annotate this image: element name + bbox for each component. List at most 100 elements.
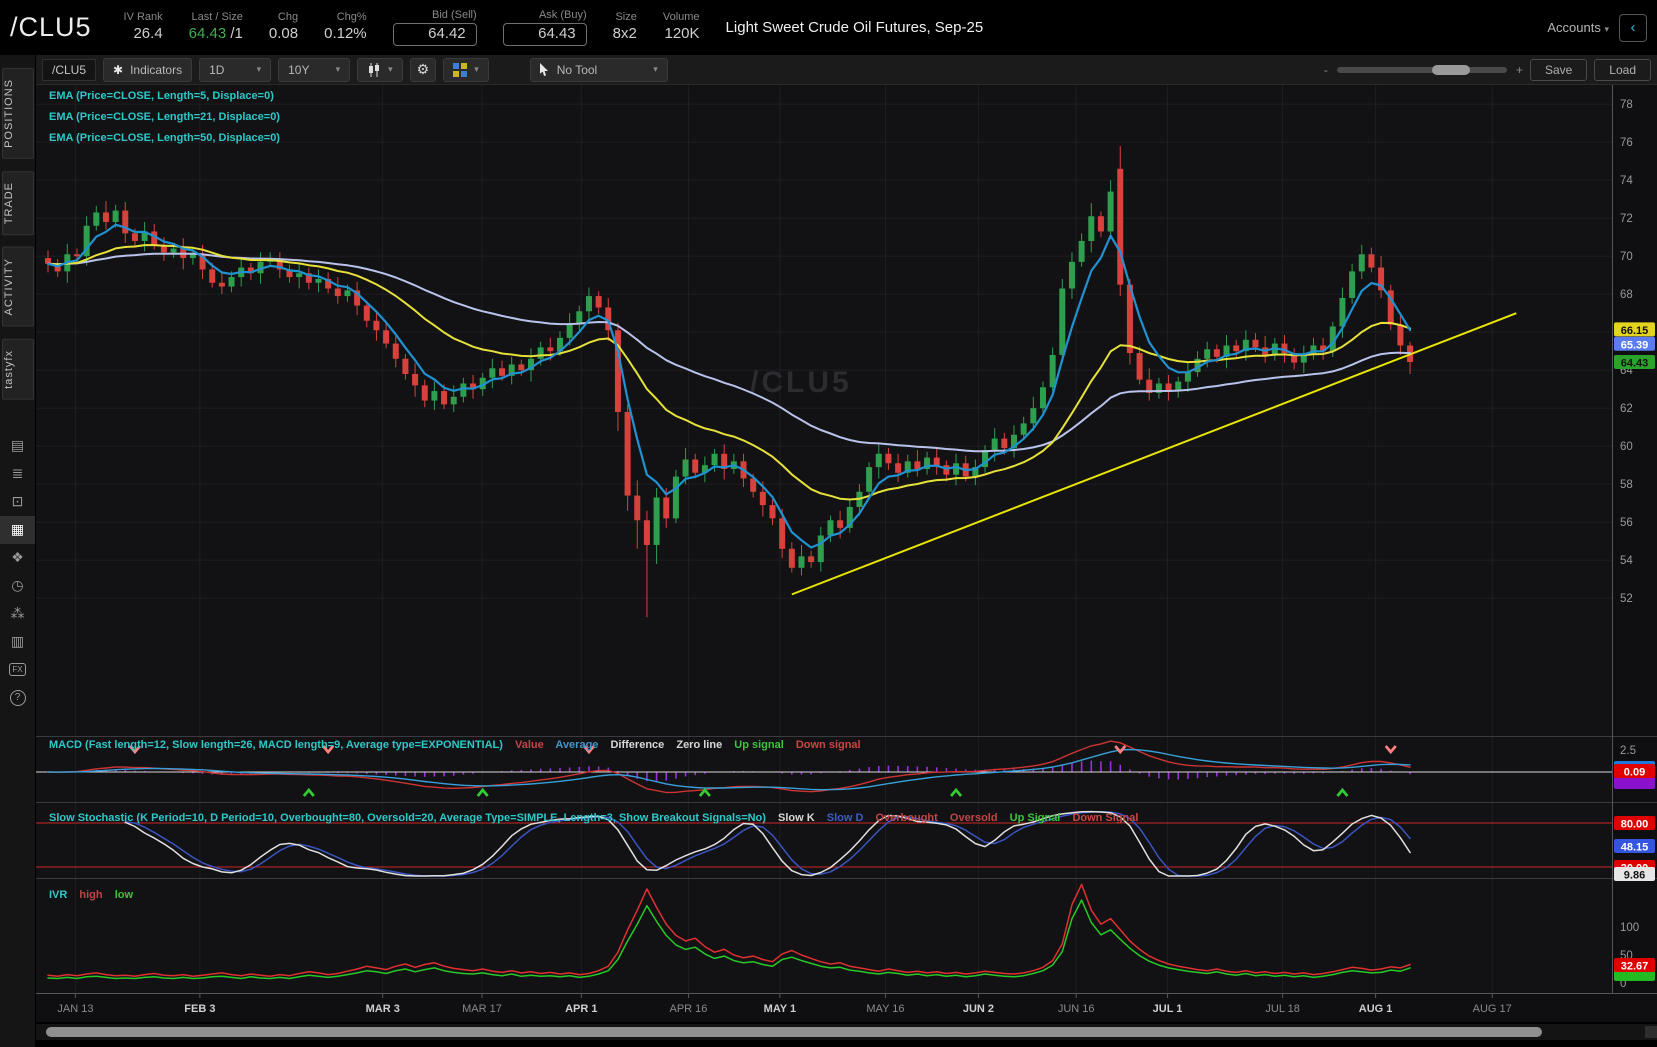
stochastic-panel <box>36 810 1612 877</box>
cursor-icon <box>539 63 549 76</box>
svg-text:JUN 2: JUN 2 <box>963 1003 994 1015</box>
size-label: Size <box>615 11 637 24</box>
size-value: 8x2 <box>612 25 637 42</box>
calendar-icon[interactable]: ▥ <box>10 633 25 649</box>
svg-text:80.00: 80.00 <box>1621 819 1649 831</box>
chart-toolbar: /CLU5 ✱ Indicators 1D ▾ 10Y ▾ ▾ ⚙ ▾ No Too… <box>36 55 1657 85</box>
chg-pct-field: Chg% 0.12% <box>324 11 367 44</box>
size-field: Size 8x2 <box>613 11 637 44</box>
svg-text:60: 60 <box>1620 441 1633 453</box>
sidebar-tab-tastyfx[interactable]: tastyfx <box>1 338 34 400</box>
collapse-panel-button[interactable]: ‹ <box>1619 13 1647 42</box>
fx-icon[interactable]: FX <box>0 656 35 684</box>
chart-canvas[interactable]: /CLU578767472706866646260585654522.51005… <box>36 85 1657 1022</box>
gear-icon: ⚙ <box>416 61 430 77</box>
chart-symbol-tab[interactable]: /CLU5 <box>42 58 97 81</box>
layout-grid-icon <box>453 62 468 77</box>
candles-layer <box>45 145 1414 618</box>
svg-text:78: 78 <box>1620 99 1633 111</box>
chevron-down-icon: ▾ <box>1604 24 1609 34</box>
chg-value: 0.08 <box>268 25 299 42</box>
zoom-control: - + <box>1324 63 1523 77</box>
tv-icon[interactable]: ⊡ <box>11 493 24 509</box>
svg-text:9.86: 9.86 <box>1624 870 1645 882</box>
contract-title: Light Sweet Crude Oil Futures, Sep-25 <box>725 19 984 36</box>
timeframe-dropdown[interactable]: 1D ▾ <box>199 57 272 82</box>
svg-text:JUL 18: JUL 18 <box>1265 1003 1299 1015</box>
chart-scrollbar-thumb[interactable] <box>46 1027 1542 1037</box>
chart-grid-icon[interactable]: ▦ <box>0 515 35 544</box>
svg-text:FEB 3: FEB 3 <box>184 1003 215 1015</box>
volume-label: Volume <box>662 11 700 24</box>
ema5-line <box>46 223 1412 549</box>
chart-scrollbar[interactable] <box>36 1024 1657 1040</box>
svg-text:AUG 17: AUG 17 <box>1473 1003 1512 1015</box>
trend-line[interactable] <box>791 312 1517 596</box>
zoom-slider-thumb[interactable] <box>1432 64 1471 75</box>
sidebar-tab-positions[interactable]: POSITIONS <box>1 68 34 159</box>
svg-text:54: 54 <box>1620 555 1633 567</box>
news-icon[interactable]: ▤ <box>10 437 25 453</box>
chg-label: Chg <box>277 11 299 24</box>
volume-value: 120K <box>664 25 700 42</box>
bid-button[interactable]: 64.42 <box>392 23 477 46</box>
history-icon[interactable]: ◷ <box>11 577 24 593</box>
svg-text:MAY 1: MAY 1 <box>764 1003 796 1015</box>
svg-text:70: 70 <box>1620 251 1633 263</box>
indicators-icon: ✱ <box>113 62 124 77</box>
zoom-out-button[interactable]: - <box>1323 62 1328 77</box>
last-size-field: Last / Size 64.43 /1 <box>189 11 243 44</box>
watchlist-icon[interactable]: ≣ <box>11 465 24 481</box>
bid-label: Bid (Sell) <box>432 9 477 22</box>
drawing-tool-dropdown[interactable]: No Tool ▾ <box>529 57 668 82</box>
resize-corner[interactable] <box>1645 1026 1657 1038</box>
chevron-down-icon: ▾ <box>256 64 262 74</box>
ema21-line <box>47 244 1412 501</box>
load-button[interactable]: Load <box>1594 58 1651 81</box>
iv-rank-label: IV Rank <box>123 11 163 24</box>
sidebar-tab-trade[interactable]: TRADE <box>1 170 34 236</box>
chevron-down-icon: ▾ <box>474 64 479 74</box>
layout-grid-dropdown[interactable]: ▾ <box>443 57 489 82</box>
help-icon[interactable]: ? <box>0 684 35 712</box>
svg-text:48.15: 48.15 <box>1621 842 1649 854</box>
dashboard-icon[interactable]: ❖ <box>11 549 24 565</box>
chart-type-dropdown[interactable]: ▾ <box>357 57 403 82</box>
save-button[interactable]: Save <box>1529 58 1588 81</box>
svg-text:66.15: 66.15 <box>1621 325 1649 337</box>
chart-area: /CLU578767472706866646260585654522.51005… <box>36 85 1657 1022</box>
svg-text:64.43: 64.43 <box>1621 358 1649 370</box>
sidebar-tab-activity[interactable]: ACTIVITY <box>1 247 34 327</box>
last-size-label: Last / Size <box>191 11 243 24</box>
svg-text:AUG 1: AUG 1 <box>1359 1003 1393 1015</box>
chg-pct-label: Chg% <box>336 11 367 24</box>
svg-text:68: 68 <box>1620 289 1633 301</box>
price-bubbles: 66.1565.3964.430.0980.0048.1520.009.8632… <box>1614 322 1655 981</box>
svg-text:52: 52 <box>1620 593 1633 605</box>
zoom-in-button[interactable]: + <box>1515 62 1523 77</box>
chg-pct-value: 0.12% <box>324 25 367 42</box>
iv-rank-field: IV Rank 26.4 <box>124 11 163 44</box>
svg-text:62: 62 <box>1620 403 1633 415</box>
svg-text:JUN 16: JUN 16 <box>1058 1003 1095 1015</box>
chart-settings-button[interactable]: ⚙ <box>409 57 437 82</box>
community-icon[interactable]: ⁂ <box>10 605 25 621</box>
svg-text:APR 1: APR 1 <box>565 1003 597 1015</box>
svg-text:MAR 17: MAR 17 <box>462 1003 502 1015</box>
zoom-slider[interactable] <box>1336 64 1507 75</box>
x-axis-labels: JAN 13 FEB 3 MAR 3 MAR 17 APR 1 APR 16 MAY 1 MA… <box>57 993 1512 1015</box>
svg-text:100: 100 <box>1620 922 1639 934</box>
svg-text:JAN 13: JAN 13 <box>57 1003 93 1015</box>
chevron-left-icon: ‹ <box>1630 19 1636 36</box>
chevron-down-icon: ▾ <box>335 64 341 74</box>
macd-panel: 2.5 <box>36 740 1636 797</box>
last-value: 64.43 <box>188 25 227 42</box>
sidebar-icons: ▤ ≣ ⊡ ▦ ❖ ◷ ⁂ ▥ FX? <box>0 432 35 712</box>
symbol-title: /CLU5 <box>10 12 92 42</box>
range-dropdown[interactable]: 10Y ▾ <box>278 57 351 82</box>
ask-button[interactable]: 64.43 <box>502 23 587 46</box>
indicators-button[interactable]: ✱ Indicators <box>103 57 193 82</box>
candlestick-icon <box>367 62 381 77</box>
accounts-dropdown[interactable]: Accounts ▾ <box>1547 20 1609 35</box>
